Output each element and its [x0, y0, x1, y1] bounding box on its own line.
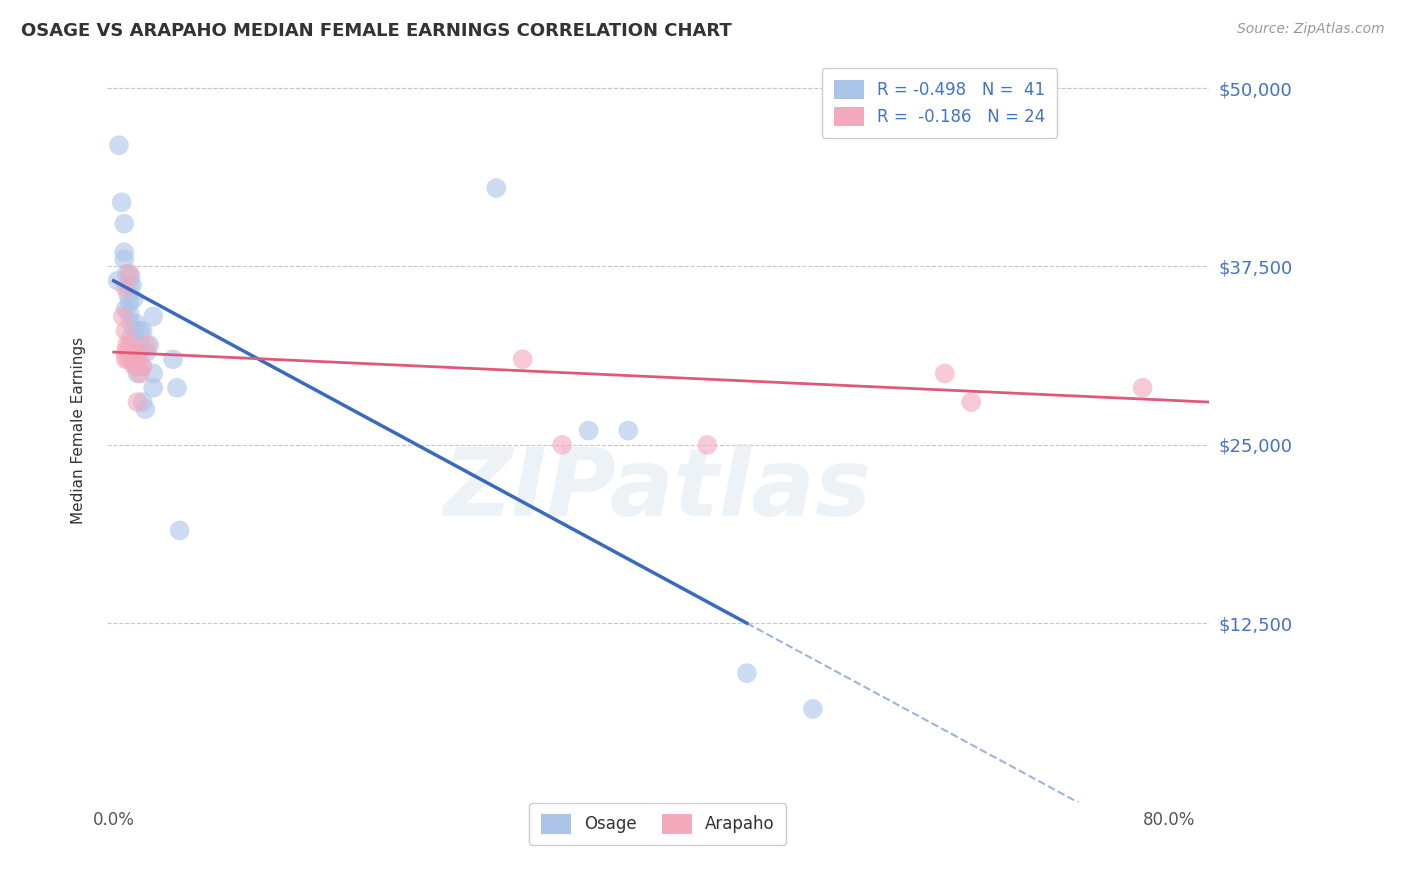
Point — [120, 352, 142, 367]
Text: OSAGE VS ARAPAHO MEDIAN FEMALE EARNINGS CORRELATION CHART: OSAGE VS ARAPAHO MEDIAN FEMALE EARNINGS … — [21, 22, 733, 40]
Point — [108, 138, 131, 153]
Point — [134, 402, 156, 417]
Point — [142, 367, 165, 381]
Point — [131, 324, 153, 338]
Legend: Osage, Arapaho: Osage, Arapaho — [529, 803, 786, 846]
Point — [110, 195, 132, 210]
Point — [960, 395, 983, 409]
Point — [129, 338, 152, 352]
Point — [122, 345, 145, 359]
Point — [578, 424, 600, 438]
Point — [111, 310, 134, 324]
Point — [169, 524, 191, 538]
Point — [138, 338, 160, 352]
Point — [129, 367, 152, 381]
Point — [120, 317, 142, 331]
Point — [131, 359, 153, 374]
Point — [129, 324, 152, 338]
Point — [117, 352, 139, 367]
Point — [166, 381, 188, 395]
Point — [142, 310, 165, 324]
Point — [112, 217, 135, 231]
Point — [117, 288, 139, 302]
Text: Source: ZipAtlas.com: Source: ZipAtlas.com — [1237, 22, 1385, 37]
Point — [120, 269, 142, 284]
Y-axis label: Median Female Earnings: Median Female Earnings — [72, 337, 86, 524]
Point — [127, 395, 149, 409]
Point — [124, 359, 146, 374]
Point — [696, 438, 718, 452]
Point — [114, 281, 136, 295]
Point — [142, 381, 165, 395]
Point — [118, 267, 141, 281]
Text: ZIPatlas: ZIPatlas — [444, 444, 872, 536]
Point — [125, 317, 148, 331]
Point — [118, 278, 141, 293]
Point — [125, 345, 148, 359]
Point — [801, 702, 824, 716]
Point — [122, 293, 145, 307]
Point — [125, 345, 148, 359]
Point — [551, 438, 574, 452]
Point — [131, 395, 153, 409]
Point — [735, 666, 758, 681]
Point — [1132, 381, 1154, 395]
Point — [118, 307, 141, 321]
Point — [121, 278, 143, 293]
Point — [112, 252, 135, 267]
Point — [135, 345, 157, 359]
Point — [114, 324, 136, 338]
Point — [512, 352, 534, 367]
Point — [135, 338, 157, 352]
Point — [118, 295, 141, 310]
Point — [118, 338, 141, 352]
Point — [934, 367, 956, 381]
Point — [120, 331, 142, 345]
Point — [617, 424, 640, 438]
Point — [124, 324, 146, 338]
Point — [131, 359, 153, 374]
Point — [107, 274, 129, 288]
Point — [115, 338, 138, 352]
Point — [125, 359, 148, 374]
Point — [114, 352, 136, 367]
Point — [114, 302, 136, 317]
Point — [127, 367, 149, 381]
Point — [115, 267, 138, 281]
Point — [112, 245, 135, 260]
Point — [114, 345, 136, 359]
Point — [162, 352, 184, 367]
Point — [485, 181, 508, 195]
Point — [128, 352, 150, 367]
